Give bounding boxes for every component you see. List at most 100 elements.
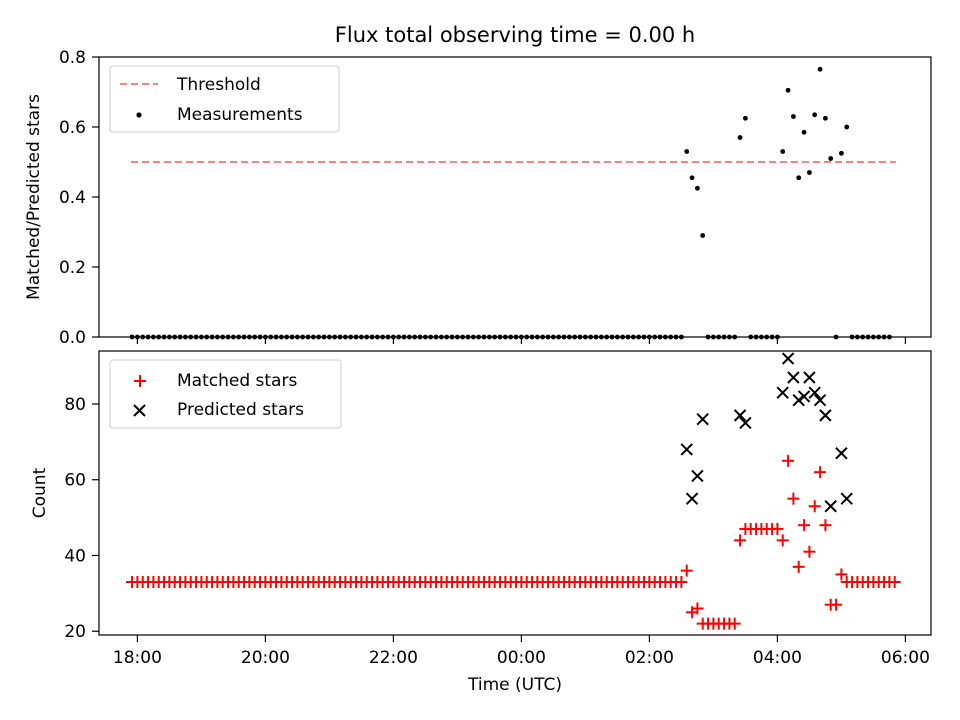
measurement-point xyxy=(807,170,812,175)
xtick-label: 00:00 xyxy=(497,648,546,668)
matched-star-point xyxy=(888,575,901,588)
predicted-x-b xyxy=(819,409,832,422)
matched-star-point xyxy=(808,500,821,513)
predicted-legend-swatch xyxy=(133,404,146,417)
predicted-star-point xyxy=(792,394,805,407)
predicted-x-b xyxy=(797,390,811,403)
bottom-x-ticks: 18:00 20:00 22:00 00:00 02:00 04:00 06:00 xyxy=(113,635,930,668)
predicted-x-b xyxy=(691,469,704,483)
predicted-x-b xyxy=(739,416,752,430)
matched-legend-swatch xyxy=(134,375,146,387)
predicted-star-point xyxy=(696,412,709,426)
predicted-x-b xyxy=(787,371,800,384)
measurement-point xyxy=(817,66,823,72)
bottom-plot-frame xyxy=(98,350,932,636)
predicted-star-point xyxy=(797,390,811,403)
measurement-point xyxy=(684,149,690,154)
measurement-point xyxy=(780,149,786,154)
measurement-point xyxy=(828,156,834,161)
predicted-star-point xyxy=(691,469,704,483)
top-ytick-label: 0.0 xyxy=(59,328,86,348)
xtick-label: 20:00 xyxy=(241,648,290,668)
bottom-panel: Count Time (UTC) 20 40 60 80 18:00 20:00 22:0… xyxy=(30,350,932,695)
top-ytick-label: 0.8 xyxy=(59,48,86,68)
matched-star-point xyxy=(814,466,827,479)
matched-star-point xyxy=(835,568,848,581)
predicted-x-b xyxy=(824,500,837,513)
matched-star-point xyxy=(734,534,747,547)
measurement-point xyxy=(700,233,706,238)
predicted-legend-label: Predicted stars xyxy=(177,400,304,420)
xtick-label: 04:00 xyxy=(753,648,802,668)
top-plot-frame xyxy=(98,56,932,338)
top-panel: Flux total observing time = 0.00 h Match… xyxy=(24,23,932,348)
xtick-label: 02:00 xyxy=(625,648,674,668)
matched-star-point xyxy=(675,575,688,588)
matched-star-point xyxy=(782,454,795,467)
measurement-point xyxy=(791,114,796,119)
predicted-star-point xyxy=(835,447,848,460)
measurement-point xyxy=(785,87,791,93)
predicted-star-point xyxy=(819,409,832,422)
predicted-star-point xyxy=(685,492,699,505)
predicted-x-b xyxy=(808,386,821,399)
measurements-legend-swatch xyxy=(136,112,142,118)
bottom-y-ticks: 20 40 60 80 xyxy=(64,395,99,642)
matched-star-point xyxy=(798,519,811,532)
bottom-ytick-label: 40 xyxy=(64,546,86,566)
matched-star-point xyxy=(691,602,704,615)
bottom-plot-marks xyxy=(126,352,901,630)
predicted-star-point xyxy=(840,492,853,505)
measurement-point xyxy=(812,112,818,118)
bottom-legend: Matched stars Predicted stars xyxy=(109,359,342,429)
predicted-x-b xyxy=(696,412,709,426)
predicted-star-point xyxy=(781,352,795,365)
matched-star-point xyxy=(680,564,693,577)
bottom-legend-box xyxy=(109,359,342,429)
matched-star-point xyxy=(819,519,832,532)
measurement-point xyxy=(796,175,802,181)
bottom-y-axis-label: Count xyxy=(30,467,50,518)
measurement-point xyxy=(801,129,807,135)
predicted-star-point xyxy=(803,371,816,384)
predicted-star-point xyxy=(808,386,821,399)
matched-star-point xyxy=(803,545,816,558)
top-ytick-label: 0.6 xyxy=(59,118,86,138)
predicted-x-b xyxy=(803,371,816,384)
top-legend-box xyxy=(109,65,340,133)
predicted-x-b xyxy=(685,492,699,505)
bottom-ytick-label: 60 xyxy=(64,471,86,491)
predicted-x-b xyxy=(781,352,795,365)
predicted-star-point xyxy=(733,409,747,422)
matched-star-point xyxy=(792,560,805,573)
predicted-star-point xyxy=(680,443,693,456)
measurement-point xyxy=(695,185,700,191)
matched-star-point xyxy=(776,534,789,547)
measurement-point xyxy=(689,175,695,181)
xtick-label: 22:00 xyxy=(369,648,418,668)
xtick-label: 06:00 xyxy=(881,648,930,668)
predicted-star-point xyxy=(776,386,789,399)
predicted-x-b xyxy=(813,394,827,407)
measurements-legend-label: Measurements xyxy=(177,105,303,125)
threshold-legend-label: Threshold xyxy=(176,75,261,95)
measurement-point xyxy=(737,135,743,140)
measurement-point xyxy=(823,115,828,121)
top-y-axis-label: Matched/Predicted stars xyxy=(24,94,44,300)
matched-star-point xyxy=(771,522,784,535)
predicted-star-point xyxy=(813,394,827,407)
predicted-x-b xyxy=(776,386,789,399)
top-ytick-label: 0.2 xyxy=(59,258,86,278)
bottom-ytick-label: 80 xyxy=(64,395,86,415)
top-ytick-label: 0.4 xyxy=(59,188,86,208)
predicted-star-point xyxy=(787,371,800,384)
matched-star-point xyxy=(830,598,843,611)
top-legend: Threshold Measurements xyxy=(109,65,340,133)
predicted-star-point xyxy=(739,416,752,430)
matched-star-point xyxy=(787,492,800,505)
predicted-x-b xyxy=(835,447,848,460)
measurement-point xyxy=(839,150,844,156)
top-chart-title: Flux total observing time = 0.00 h xyxy=(335,23,695,47)
measurement-point xyxy=(844,124,850,130)
